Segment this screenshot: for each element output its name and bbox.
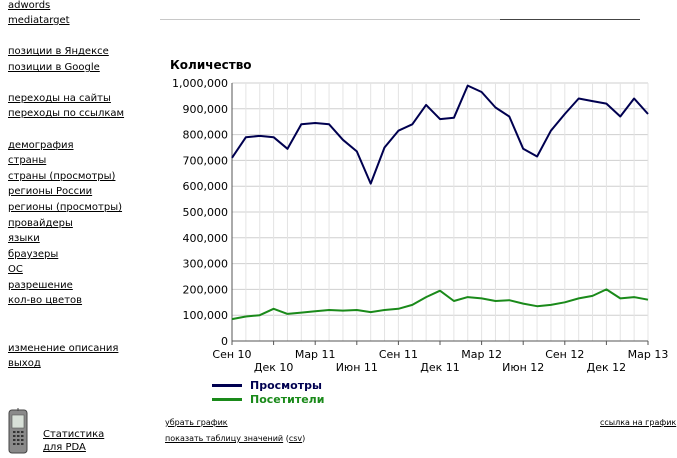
y-tick-label: 200,000 <box>183 283 229 296</box>
legend-label-visitors: Посетители <box>250 393 325 406</box>
y-tick-label: 1,000,000 <box>172 77 228 90</box>
nav-google-positions[interactable]: позиции в Google <box>8 62 100 73</box>
x-tick-label: Сен 10 <box>212 348 251 361</box>
series-line-views <box>231 84 649 185</box>
x-tick-label: Сен 12 <box>545 348 584 361</box>
nav-countries-views[interactable]: страны (просмотры) <box>8 171 116 182</box>
pda-stats-link[interactable]: Статистика для PDA <box>43 428 104 454</box>
csv-paren-open: ( <box>285 434 289 443</box>
y-tick-label: 400,000 <box>183 232 229 245</box>
legend-swatch-visitors <box>212 398 242 401</box>
x-tick-label: Мар 12 <box>461 348 502 361</box>
show-table-link[interactable]: показать таблицу значений <box>165 434 284 443</box>
nav-resolution[interactable]: разрешение <box>8 280 73 291</box>
x-tick-label: Сен 11 <box>379 348 418 361</box>
x-tick-label: Июн 12 <box>502 361 544 374</box>
pda-line2: для PDA <box>43 442 86 453</box>
nav-languages[interactable]: языки <box>8 233 40 244</box>
x-tick-label: Мар 11 <box>295 348 336 361</box>
nav-mediatarget[interactable]: mediatarget <box>8 15 70 26</box>
y-tick-label: 900,000 <box>183 103 229 116</box>
pda-phone-icon[interactable] <box>8 408 28 454</box>
top-divider-dark <box>500 19 640 20</box>
x-tick-label: Дек 11 <box>420 361 460 374</box>
remove-chart-link[interactable]: убрать график <box>165 418 228 427</box>
series-line-visitors <box>231 288 649 321</box>
legend-label-views: Просмотры <box>250 379 322 392</box>
nav-site-transitions[interactable]: переходы на сайты <box>8 93 111 104</box>
nav-providers[interactable]: провайдеры <box>8 218 73 229</box>
nav-demography[interactable]: демография <box>8 140 74 151</box>
x-tick-label: Мар 13 <box>628 348 669 361</box>
axis-layer <box>231 83 649 345</box>
legend-item-visitors: Посетители <box>212 393 324 406</box>
nav-russia-regions[interactable]: регионы России <box>8 186 93 197</box>
nav-edit-description[interactable]: изменение описания <box>8 343 119 354</box>
y-tick-label: 100,000 <box>183 309 229 322</box>
x-tick-label: Дек 12 <box>587 361 627 374</box>
show-table-group: показать таблицу значений (csv) <box>165 434 305 443</box>
legend-swatch-views <box>212 384 242 387</box>
y-tick-label: 700,000 <box>183 154 229 167</box>
grid-layer <box>231 82 649 342</box>
nav-yandex-positions[interactable]: позиции в Яндексе <box>8 46 109 57</box>
pda-line1: Статистика <box>43 429 105 440</box>
csv-link[interactable]: csv <box>288 434 303 443</box>
y-tick-label: 0 <box>221 335 228 348</box>
y-tick-label: 600,000 <box>183 180 229 193</box>
y-tick-label: 300,000 <box>183 258 229 271</box>
x-tick-label: Дек 10 <box>254 361 294 374</box>
nav-link-transitions[interactable]: переходы по ссылкам <box>8 108 125 119</box>
series-layer <box>231 84 649 321</box>
nav-colors[interactable]: кол-во цветов <box>8 295 83 306</box>
legend-item-views: Просмотры <box>212 379 322 392</box>
chart-permalink[interactable]: ссылка на график <box>600 418 677 427</box>
csv-paren-close: ) <box>302 434 306 443</box>
nav-os[interactable]: ОС <box>8 264 23 275</box>
nav-logout[interactable]: выход <box>8 358 41 369</box>
top-divider <box>160 19 640 20</box>
x-tick-label: Июн 11 <box>336 361 378 374</box>
nav-regions-views[interactable]: регионы (просмотры) <box>8 202 123 213</box>
nav-browsers[interactable]: браузеры <box>8 249 59 260</box>
label-layer: 0 100,000 200,000 300,000 400,000 500,000 600,… <box>172 77 668 374</box>
chart-title: Количество <box>170 58 252 72</box>
nav-adwords[interactable]: adwords <box>8 0 51 11</box>
y-tick-label: 500,000 <box>183 206 229 219</box>
nav-countries[interactable]: страны <box>8 155 47 166</box>
y-tick-label: 800,000 <box>183 129 229 142</box>
